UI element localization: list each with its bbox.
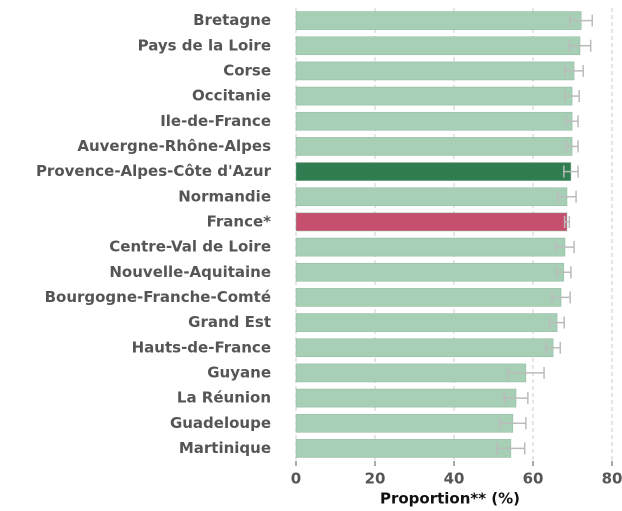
y-tick-label: Auvergne-Rhône-Alpes xyxy=(77,137,271,155)
y-tick-label: Corse xyxy=(223,61,271,79)
bar xyxy=(295,313,558,332)
bar xyxy=(295,162,572,181)
x-tick-label: 80 xyxy=(602,470,622,488)
y-tick-label: Normandie xyxy=(178,187,271,205)
bar xyxy=(295,111,573,131)
bar xyxy=(295,338,554,358)
bar xyxy=(295,262,565,282)
x-tick-label: 40 xyxy=(444,470,465,488)
x-tick-label: 0 xyxy=(291,470,301,488)
x-tick-label: 20 xyxy=(365,470,386,488)
bar xyxy=(295,137,573,156)
bar xyxy=(295,36,581,56)
y-tick-label: Guyane xyxy=(207,363,271,381)
bar xyxy=(295,212,568,232)
bar xyxy=(295,187,568,207)
x-tick-label: 60 xyxy=(523,470,544,488)
bar xyxy=(295,439,512,458)
y-tick-label: Provence-Alpes-Côte d'Azur xyxy=(36,162,272,180)
y-tick-label: La Réunion xyxy=(177,389,271,407)
y-tick-label: Ile-de-France xyxy=(160,112,271,130)
bar xyxy=(295,413,514,433)
bar xyxy=(295,363,527,383)
y-tick-label: Pays de la Loire xyxy=(138,36,271,54)
bar xyxy=(295,11,582,30)
y-tick-label: Grand Est xyxy=(188,313,271,331)
x-axis-label: Proportion** (%) xyxy=(380,490,520,508)
y-tick-label: Bretagne xyxy=(193,11,271,29)
y-tick-label: Hauts-de-France xyxy=(132,338,271,356)
y-tick-label: France* xyxy=(207,212,272,230)
bar xyxy=(295,61,575,81)
bar xyxy=(295,288,562,307)
bar xyxy=(295,86,573,106)
y-tick-label: Nouvelle-Aquitaine xyxy=(109,263,271,281)
y-tick-label: Bourgogne-Franche-Comté xyxy=(45,288,271,306)
y-tick-label: Occitanie xyxy=(192,87,271,105)
bar xyxy=(295,388,517,408)
y-tick-label: Centre-Val de Loire xyxy=(109,238,271,256)
y-tick-label: Martinique xyxy=(179,439,271,457)
bar xyxy=(295,237,566,257)
y-tick-label: Guadeloupe xyxy=(170,414,271,432)
